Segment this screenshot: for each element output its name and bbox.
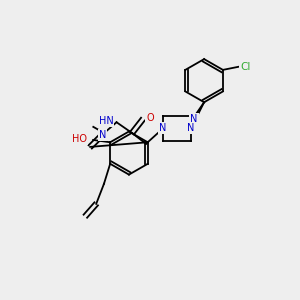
Text: N: N [99,130,106,140]
Text: Cl: Cl [240,62,250,72]
Text: HO: HO [72,134,87,144]
Text: N: N [159,123,167,134]
Text: HN: HN [99,116,113,126]
Text: O: O [146,112,154,123]
Text: N: N [190,114,198,124]
Text: H: H [74,135,81,144]
Text: N: N [187,123,195,134]
